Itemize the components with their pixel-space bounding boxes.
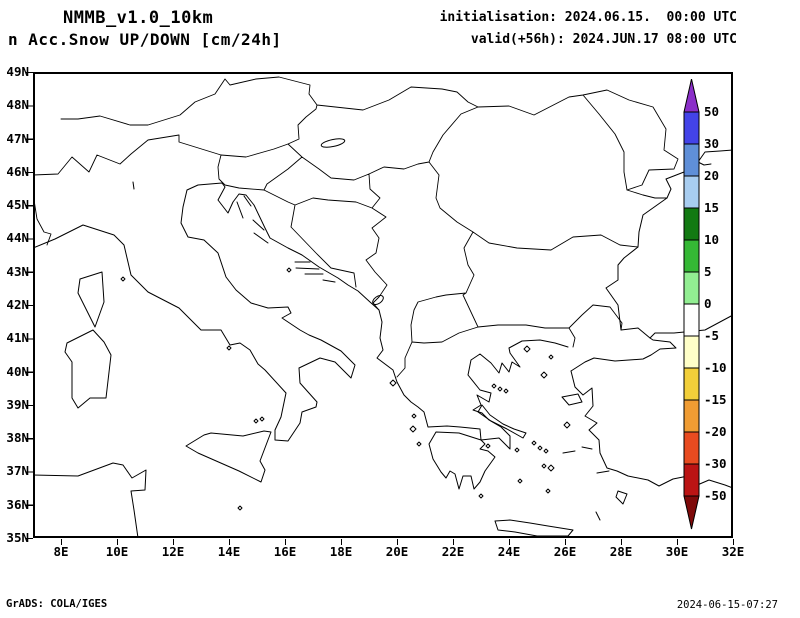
lon-axis-ticks [60, 539, 735, 545]
lon-tick-label: 30E [665, 544, 689, 559]
lat-tick-label: 35N [6, 530, 29, 545]
coastline-europe-mainland [33, 182, 569, 450]
lon-tick-label: 28E [609, 544, 633, 559]
colorbar-segment [683, 239, 700, 273]
lat-tick-label: 46N [6, 164, 29, 179]
coastline-peloponnese [428, 431, 496, 490]
colorbar-arrow-up [683, 79, 700, 113]
lat-tick-label: 44N [6, 230, 29, 245]
lat-tick-label: 47N [6, 131, 29, 146]
coastline-crete [494, 519, 574, 537]
creation-timestamp: 2024-06-15-07:27 [676, 599, 778, 611]
lon-tick-label: 10E [105, 544, 129, 559]
lon-tick-label: 18E [329, 544, 353, 559]
lat-tick-label: 37N [6, 463, 29, 478]
colorbar-label: -50 [704, 488, 727, 503]
colorbar-label: -15 [704, 392, 727, 407]
colorbar [683, 79, 700, 530]
map-frame-border [33, 72, 733, 538]
lat-tick-label: 38N [6, 430, 29, 445]
colorbar-segment [683, 271, 700, 305]
lat-tick-label: 45N [6, 197, 29, 212]
valid-time: valid(+56h): 2024.JUN.17 08:00 UTC [470, 32, 737, 47]
island-lines [132, 181, 610, 521]
lon-tick-label: 14E [217, 544, 241, 559]
lon-tick-label: 16E [273, 544, 297, 559]
lat-tick-label: 48N [6, 97, 29, 112]
lat-tick-label: 43N [6, 264, 29, 279]
colorbar-segment [683, 399, 700, 433]
colorbar-label: 0 [704, 296, 712, 311]
colorbar-label: -20 [704, 424, 727, 439]
coastline-bosphorus-east [649, 314, 733, 339]
coastline-sicily [185, 430, 272, 483]
initialisation-time: initialisation: 2024.06.15. 00:00 UTC [439, 10, 737, 25]
coastline-tunisia [33, 462, 147, 538]
colorbar-segment [683, 303, 700, 337]
colorbar-segment [683, 463, 700, 497]
lat-tick-label: 41N [6, 330, 29, 345]
grads-credit: GrADS: COLA/IGES [6, 598, 108, 610]
coastline-turkey-marmara-blacksea [570, 149, 733, 372]
lat-tick-label: 39N [6, 397, 29, 412]
lat-axis-ticks [26, 72, 33, 539]
coastline-danube-delta-detail [642, 161, 712, 199]
colorbar-segment [683, 111, 700, 145]
coastlines [33, 149, 733, 538]
lat-tick-label: 36N [6, 497, 29, 512]
colorbar-segment [683, 207, 700, 241]
lon-tick-label: 8E [53, 544, 69, 559]
lakes [320, 138, 384, 305]
colorbar-segment [683, 335, 700, 369]
colorbar-label: 20 [704, 168, 720, 183]
lat-tick-label: 40N [6, 364, 29, 379]
colorbar-label: -10 [704, 360, 727, 375]
model-title: NMMB_v1.0_10km [63, 8, 214, 28]
lon-tick-label: 32E [721, 544, 745, 559]
coastline-borders-map [33, 72, 733, 538]
colorbar-segment [683, 431, 700, 465]
colorbar-label: 15 [704, 200, 720, 215]
lake-balaton [320, 138, 346, 148]
lon-tick-label: 20E [385, 544, 409, 559]
colorbar-segment [683, 367, 700, 401]
colorbar-label: 30 [704, 136, 720, 151]
island-outlines [477, 393, 628, 505]
colorbar-segment [683, 175, 700, 209]
coastline-sardinia [64, 329, 112, 409]
colorbar-label: -5 [704, 328, 720, 343]
colorbar-arrow-down [683, 495, 700, 530]
colorbar-label: -30 [704, 456, 727, 471]
colorbar-label: 50 [704, 104, 720, 119]
lat-tick-label: 49N [6, 64, 29, 79]
coastline-corsica [77, 271, 105, 328]
lon-tick-label: 12E [161, 544, 185, 559]
map-plot-area [33, 72, 733, 538]
lat-tick-label: 42N [6, 297, 29, 312]
country-borders [33, 76, 679, 378]
product-title: n Acc.Snow UP/DOWN [cm/24h] [8, 30, 282, 49]
colorbar-label: 10 [704, 232, 720, 247]
lon-tick-label: 24E [497, 544, 521, 559]
lake-skadar [372, 295, 384, 305]
islands [120, 181, 628, 521]
colorbar-segment [683, 143, 700, 177]
lon-tick-label: 26E [553, 544, 577, 559]
small-islands-dots [120, 267, 571, 511]
colorbar-label: 5 [704, 264, 712, 279]
lon-tick-label: 22E [441, 544, 465, 559]
border-lines [33, 76, 679, 378]
